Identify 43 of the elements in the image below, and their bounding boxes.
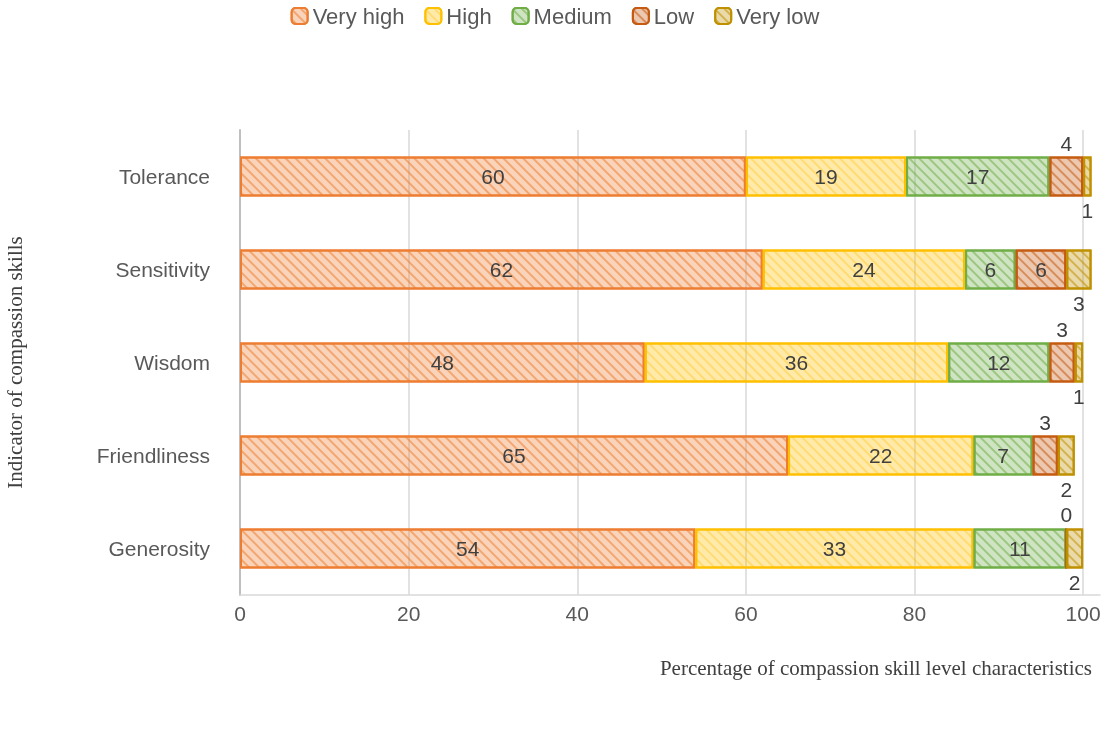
data-label: 2 <box>1068 570 1081 594</box>
data-label: 19 <box>814 165 838 188</box>
y-axis-title: Indicator of compassion skills <box>2 236 27 489</box>
data-label: 6 <box>984 258 997 281</box>
data-label: 62 <box>489 258 514 281</box>
data-label: 7 <box>997 444 1009 467</box>
data-label: 65 <box>502 444 526 467</box>
data-label: 2 <box>1060 477 1073 501</box>
data-label: 3 <box>1039 410 1052 434</box>
y-tick-label: Tolerance <box>118 165 210 188</box>
x-tick-label: 100 <box>1065 602 1101 625</box>
y-tick-label: Generosity <box>108 537 211 560</box>
data-label: 36 <box>784 351 809 374</box>
y-tick-label: Sensitivity <box>115 258 211 281</box>
y-tick-label: Friendliness <box>96 444 210 467</box>
y-tick-label: Wisdom <box>134 351 210 374</box>
x-tick-label: 60 <box>734 602 758 625</box>
legend-label: High <box>446 3 492 29</box>
x-axis-title: Percentage of compassion skill level characteristics <box>659 655 1092 680</box>
data-label: 12 <box>987 351 1011 374</box>
data-label: 1 <box>1081 198 1094 222</box>
data-label: 3 <box>1056 317 1068 341</box>
data-label: 33 <box>822 537 847 560</box>
data-label: 11 <box>1009 537 1031 560</box>
data-label: 4 <box>1060 131 1073 155</box>
data-label: 22 <box>869 444 893 467</box>
data-label: 24 <box>852 258 876 281</box>
data-label: 54 <box>455 537 480 560</box>
x-tick-label: 40 <box>565 602 589 625</box>
x-tick-label: 20 <box>396 602 421 625</box>
data-label: 60 <box>481 165 505 188</box>
data-label: 3 <box>1073 291 1085 315</box>
data-label: 17 <box>966 165 990 188</box>
legend-label: Medium <box>533 3 612 29</box>
legend-label: Very low <box>736 3 820 29</box>
data-label: 48 <box>430 351 455 374</box>
x-tick-label: 80 <box>902 602 927 625</box>
legend-label: Very high <box>312 3 405 29</box>
data-label: 6 <box>1035 258 1047 281</box>
x-tick-label: 0 <box>234 602 246 625</box>
legend-label: Low <box>653 3 695 29</box>
data-label: 1 <box>1073 384 1085 408</box>
data-label: 0 <box>1060 502 1073 526</box>
